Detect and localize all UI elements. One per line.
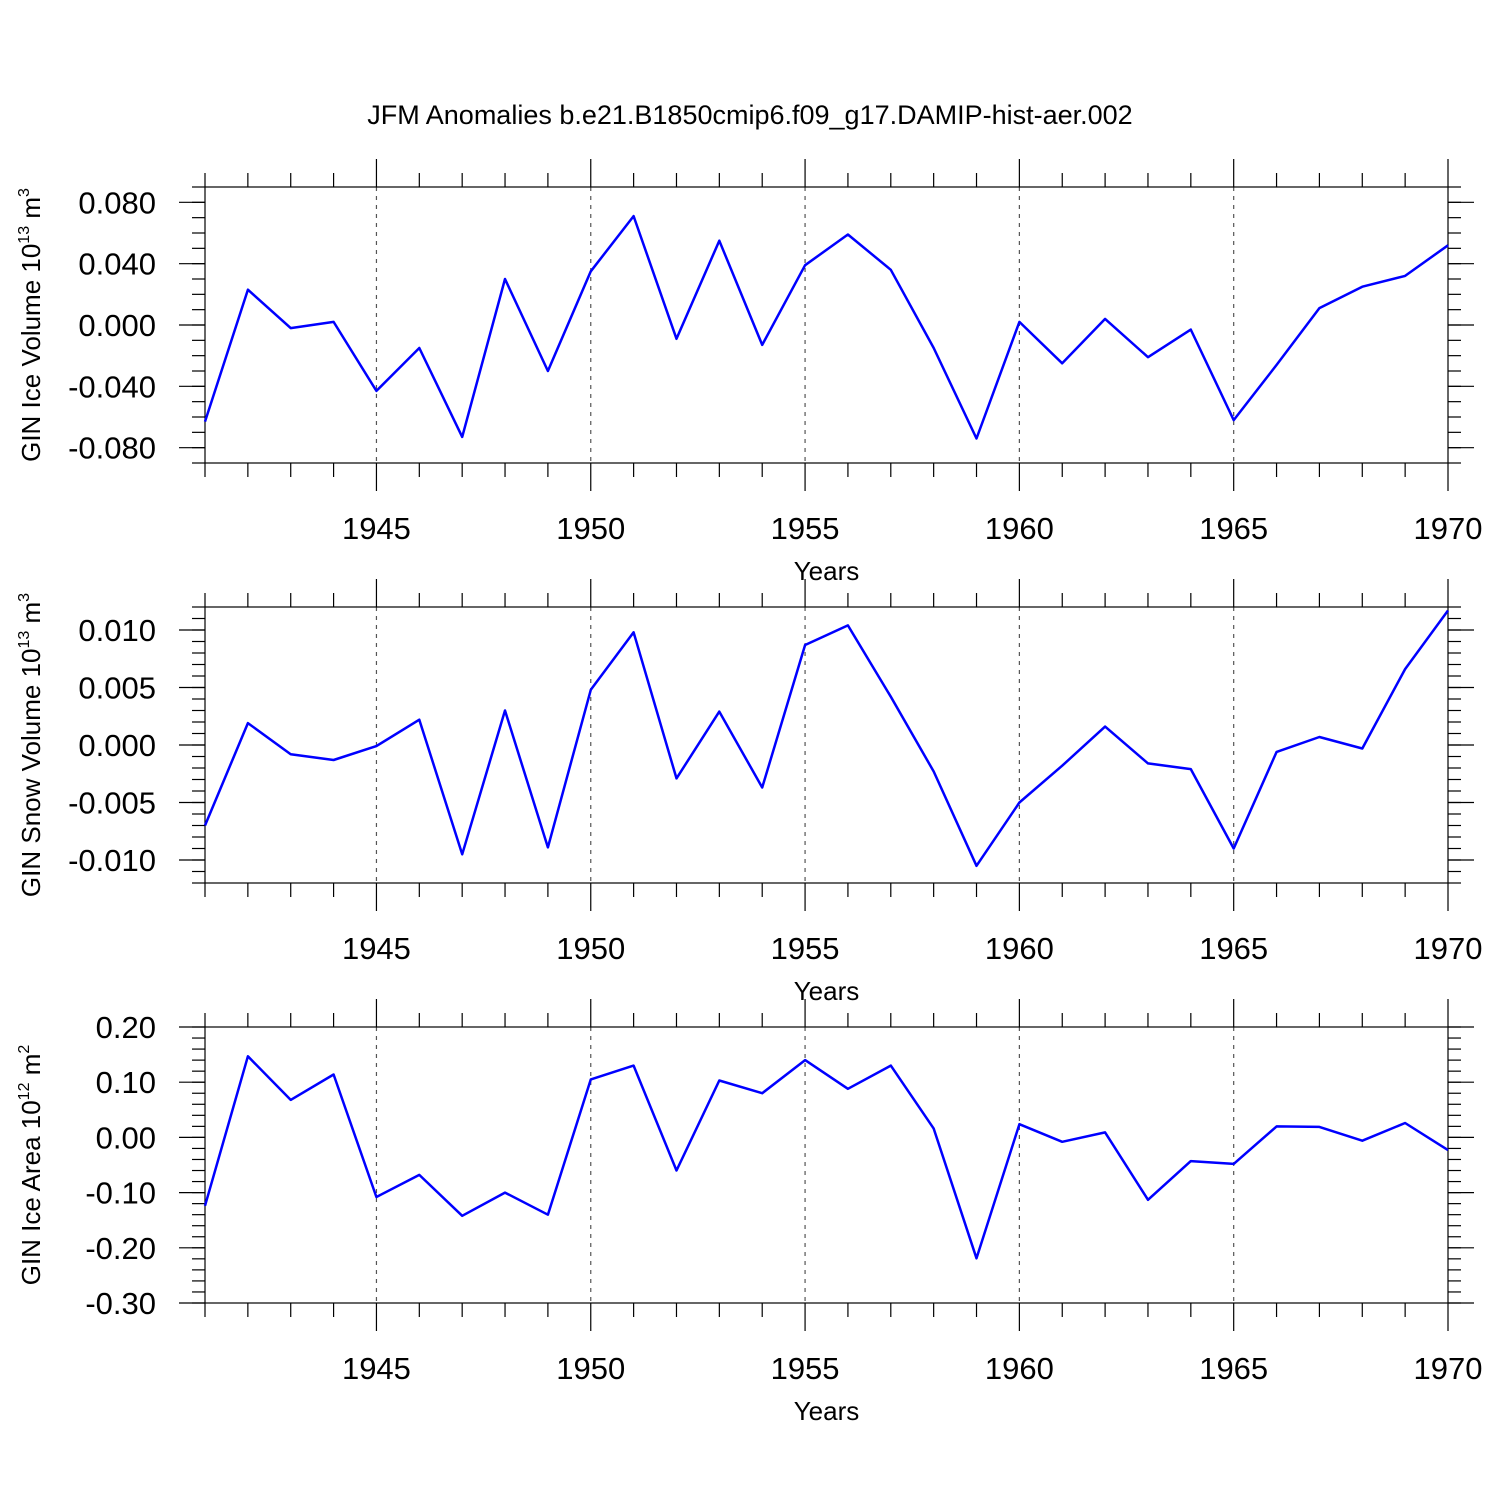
- panel-2: 0.010 0.005 0.000 -0.005 -0.010 1945 1950 1955 1…: [16, 579, 1482, 1006]
- y-tick-label: -0.20: [85, 1231, 156, 1266]
- y-tick-label: -0.010: [68, 843, 156, 878]
- series-line: [203, 1055, 1449, 1260]
- y-tick-label: 0.010: [78, 613, 156, 648]
- y-tick-label: 0.20: [96, 1010, 156, 1045]
- x-tick-label: 1950: [556, 1351, 625, 1386]
- x-tick-label: 1965: [1199, 931, 1268, 966]
- x-tick-label: 1945: [342, 511, 411, 546]
- panel-3: 0.20 0.10 0.00 -0.10 -0.20 -0.30 1945 1950 1955 1…: [16, 999, 1482, 1426]
- y-tick-label: 0.10: [96, 1065, 156, 1100]
- series-line: [203, 609, 1450, 868]
- x-tick-label: 1960: [985, 931, 1054, 966]
- y-tick-label: 0.040: [78, 247, 156, 282]
- y-tick-label: -0.30: [85, 1286, 156, 1321]
- x-tick-label: 1960: [985, 511, 1054, 546]
- y-axis-label: GIN Ice Volume 1013 m3: [16, 188, 46, 462]
- figure-title: JFM Anomalies b.e21.B1850cmip6.f09_g17.D…: [367, 100, 1132, 130]
- y-tick-label: 0.005: [78, 671, 156, 706]
- x-tick-label: 1970: [1414, 1351, 1483, 1386]
- y-tick-label: 0.000: [78, 308, 156, 343]
- y-tick-label: 0.080: [78, 185, 156, 220]
- x-tick-label: 1955: [771, 931, 840, 966]
- x-tick-label: 1955: [771, 1351, 840, 1386]
- y-tick-label: -0.10: [85, 1176, 156, 1211]
- x-tick-label: 1945: [342, 1351, 411, 1386]
- x-tick-label: 1965: [1199, 1351, 1268, 1386]
- y-tick-label: 0.00: [96, 1120, 156, 1155]
- x-tick-label: 1950: [556, 931, 625, 966]
- x-tick-label: 1960: [985, 1351, 1054, 1386]
- plot-frame: [204, 1026, 1449, 1304]
- panel-1: 0.080 0.040 0.000 -0.040 -0.080 1945 1950 1955 1…: [16, 159, 1482, 586]
- y-tick-label: -0.040: [68, 369, 156, 404]
- y-tick-label: -0.005: [68, 786, 156, 821]
- series-line: [203, 214, 1449, 440]
- y-tick-label: 0.000: [78, 728, 156, 763]
- x-tick-label: 1965: [1199, 511, 1268, 546]
- y-axis-label: GIN Snow Volume 1013 m3: [16, 593, 46, 897]
- x-tick-label: 1970: [1414, 931, 1483, 966]
- x-tick-label: 1945: [342, 931, 411, 966]
- x-tick-label: 1955: [771, 511, 840, 546]
- x-tick-label: 1950: [556, 511, 625, 546]
- x-axis-label: Years: [794, 556, 860, 586]
- y-axis-label: GIN Ice Area 1012 m2: [16, 1045, 46, 1286]
- y-tick-label: -0.080: [68, 431, 156, 466]
- x-axis-label: Years: [794, 1396, 860, 1426]
- x-axis-label: Years: [794, 976, 860, 1006]
- x-tick-label: 1970: [1414, 511, 1483, 546]
